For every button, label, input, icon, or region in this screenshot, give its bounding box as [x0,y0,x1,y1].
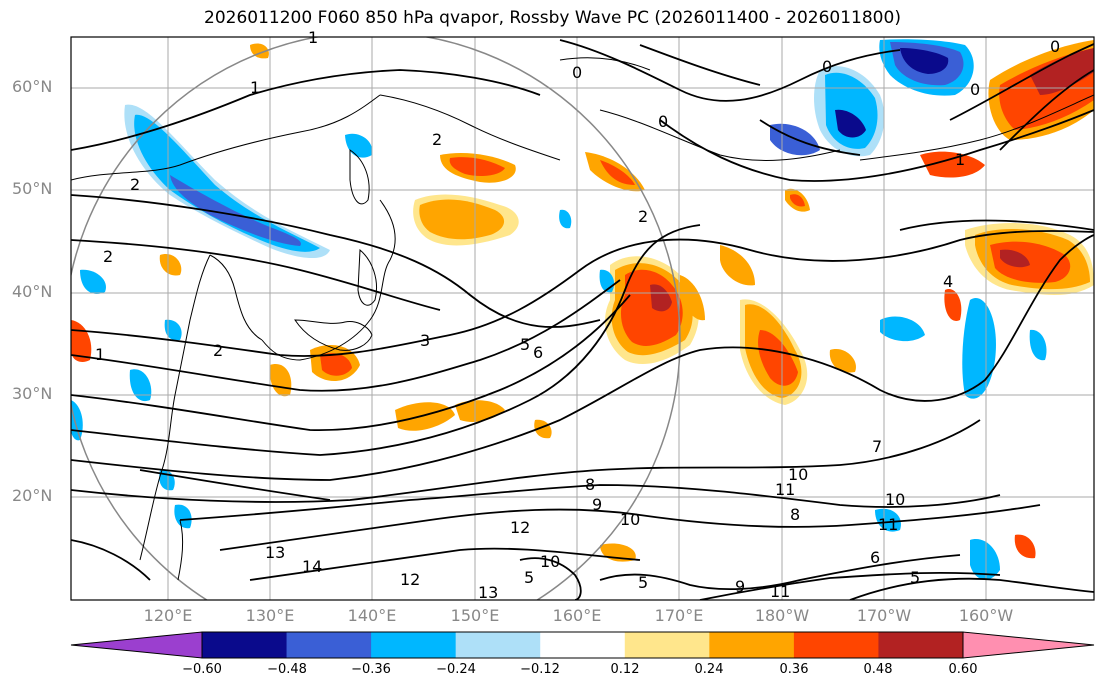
lon-label-140e: 140°E [347,606,397,625]
contour-label: 14 [302,557,322,576]
contour-label: 8 [585,475,595,494]
contour-label: 0 [572,63,582,82]
colorbar-low-extend [70,631,203,659]
contour-label: 5 [524,568,534,587]
contour-label: 2 [638,207,648,226]
contour-label: 5 [910,568,920,587]
contour-label: 0 [658,112,668,131]
lat-label-60n: 60°N [12,77,53,96]
colorbar-segment [540,632,626,658]
contour-label: 1 [955,150,965,169]
colorbar-segment [709,632,795,658]
contour-label: 13 [478,583,498,602]
lon-label-160w: 160°W [958,606,1014,625]
colorbar-segment [455,632,541,658]
map-title: 2026011200 F060 850 hPa qvapor, Rossby W… [204,8,901,28]
contour-label: 6 [870,548,880,567]
lon-label-130e: 130°E [245,606,295,625]
colorbar-tick-label: 0.24 [694,662,724,677]
contour-label: 10 [620,510,640,529]
plot-frame [70,36,1095,601]
colorbar-tick-label: −0.48 [267,662,307,677]
contour-label: 11 [775,480,795,499]
contour-label: 1 [95,345,105,364]
gridlines [71,37,1094,600]
anomaly-shading [71,39,1094,580]
contour-label: 8 [790,505,800,524]
contour-label: 0 [1050,37,1060,56]
lat-label-30n: 30°N [12,384,53,403]
contour-label: 5 [520,335,530,354]
colorbar [70,631,1095,659]
colorbar-frame [201,631,964,659]
contour-labels: 1 1 1 1 0 0 0 0 0 2 2 2 2 2 3 4 5 6 7 8 … [95,28,1060,602]
colorbar-high-extend [962,631,1095,659]
contour-label: 3 [420,331,430,350]
contour-label: 10 [788,465,808,484]
colorbar-segment [202,632,288,658]
contour-label: 12 [400,570,420,589]
contour-label: 6 [533,343,543,362]
colorbar-tick-label: −0.36 [351,662,391,677]
lat-label-50n: 50°N [12,179,53,198]
colorbar-tick-label: −0.24 [436,662,476,677]
contour-lines [71,39,1094,600]
contour-label: 2 [103,247,113,266]
coastlines [71,57,1094,581]
colorbar-segment [878,632,964,658]
radius-circle [71,37,681,600]
contour-label: 4 [943,272,953,291]
contour-label: 9 [592,495,602,514]
lon-label-170w: 170°W [856,606,912,625]
contour-label: 2 [213,341,223,360]
colorbar-tick-label: −0.12 [520,662,560,677]
positive-anomaly-areas [71,40,1094,562]
colorbar-segment [286,632,372,658]
contour-label: 11 [770,582,790,601]
lon-label-150e: 150°E [450,606,500,625]
contour-label: 1 [250,78,260,97]
colorbar-tick-label: 0.36 [779,662,809,677]
contour-label: 0 [822,57,832,76]
contour-label: 9 [735,577,745,596]
colorbar-tick-label: 0.48 [863,662,893,677]
contour-label: 7 [872,437,882,456]
contour-label: 10 [885,490,905,509]
lat-label-40n: 40°N [12,282,53,301]
colorbar-segment [371,632,457,658]
colorbar-segment [793,632,879,658]
colorbar-tick-label: 0.60 [948,662,978,677]
lon-label-170e: 170°E [654,606,704,625]
lon-label-120e: 120°E [143,606,193,625]
lat-label-20n: 20°N [12,486,53,505]
lon-label-180w: 180°W [754,606,810,625]
colorbar-tick-label: 0.12 [610,662,640,677]
contour-label: 2 [130,175,140,194]
lon-label-160e: 160°E [552,606,602,625]
contour-label: 11 [878,515,898,534]
colorbar-segment [624,632,710,658]
contour-label: 13 [265,543,285,562]
contour-label: 10 [540,552,560,571]
contour-label: 0 [970,80,980,99]
colorbar-tick-label: −0.60 [182,662,222,677]
negative-anomaly-areas [71,39,1047,580]
contour-label: 12 [510,518,530,537]
contour-label: 5 [638,573,648,592]
contour-label: 2 [432,130,442,149]
